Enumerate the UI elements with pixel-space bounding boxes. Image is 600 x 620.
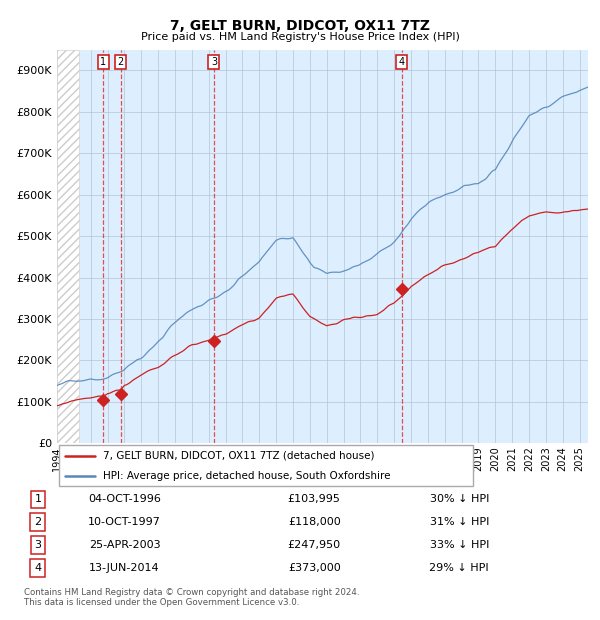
Text: £373,000: £373,000 <box>288 563 341 574</box>
Text: 1: 1 <box>34 494 41 505</box>
Text: 2: 2 <box>34 517 41 528</box>
Text: 3: 3 <box>211 57 217 67</box>
Text: £118,000: £118,000 <box>288 517 341 528</box>
Text: Price paid vs. HM Land Registry's House Price Index (HPI): Price paid vs. HM Land Registry's House … <box>140 32 460 42</box>
Text: 7, GELT BURN, DIDCOT, OX11 7TZ (detached house): 7, GELT BURN, DIDCOT, OX11 7TZ (detached… <box>103 451 374 461</box>
Text: 30% ↓ HPI: 30% ↓ HPI <box>430 494 489 505</box>
Text: 13-JUN-2014: 13-JUN-2014 <box>89 563 160 574</box>
Text: £103,995: £103,995 <box>288 494 341 505</box>
Text: 4: 4 <box>398 57 404 67</box>
Text: HPI: Average price, detached house, South Oxfordshire: HPI: Average price, detached house, Sout… <box>103 471 391 480</box>
Text: £247,950: £247,950 <box>287 540 341 551</box>
Text: 25-APR-2003: 25-APR-2003 <box>89 540 160 551</box>
Text: 1: 1 <box>100 57 106 67</box>
Text: 4: 4 <box>34 563 41 574</box>
Text: 3: 3 <box>34 540 41 551</box>
Text: 7, GELT BURN, DIDCOT, OX11 7TZ: 7, GELT BURN, DIDCOT, OX11 7TZ <box>170 19 430 33</box>
Text: 10-OCT-1997: 10-OCT-1997 <box>88 517 161 528</box>
Text: Contains HM Land Registry data © Crown copyright and database right 2024.
This d: Contains HM Land Registry data © Crown c… <box>24 588 359 607</box>
Text: 04-OCT-1996: 04-OCT-1996 <box>88 494 161 505</box>
Text: 29% ↓ HPI: 29% ↓ HPI <box>430 563 489 574</box>
Bar <box>57 50 79 443</box>
Text: 33% ↓ HPI: 33% ↓ HPI <box>430 540 489 551</box>
Text: 31% ↓ HPI: 31% ↓ HPI <box>430 517 489 528</box>
Text: 2: 2 <box>118 57 124 67</box>
FancyBboxPatch shape <box>59 445 473 486</box>
